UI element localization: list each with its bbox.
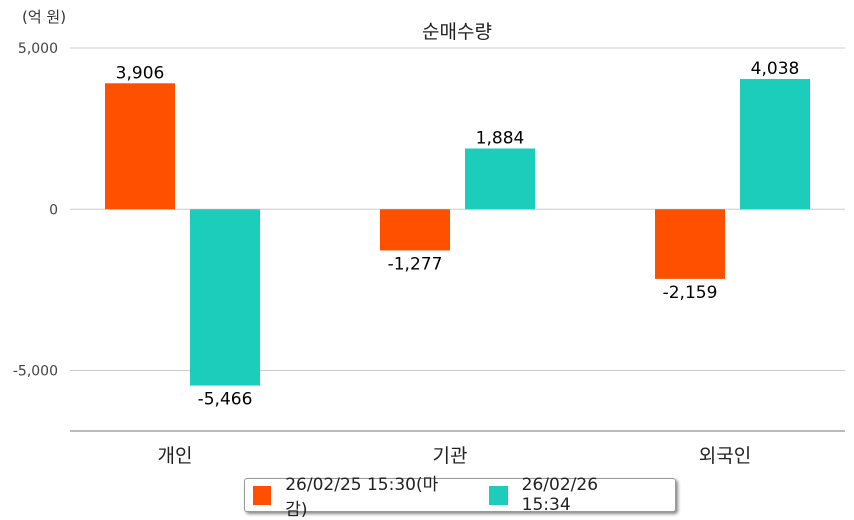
bar [105,83,175,210]
data-label: 3,906 [116,63,165,83]
y-tick-label: 5,000 [18,41,58,57]
legend: 26/02/25 15:30(마감) 26/02/26 15:34 [244,475,676,520]
legend-swatch [489,485,508,505]
legend-item-series-2[interactable]: 26/02/26 15:34 [489,475,647,515]
x-tick-label: 기관 [433,445,468,467]
bar [380,209,450,251]
chart-title: 순매수량 [422,21,492,43]
legend-label: 26/02/26 15:34 [521,475,599,515]
data-label: -2,159 [663,283,718,303]
legend-label: 26/02/25 15:30(마감) [285,475,439,520]
data-label: 4,038 [751,59,800,79]
legend-item-series-1[interactable]: 26/02/25 15:30(마감) [253,470,453,520]
bar [465,148,535,210]
x-tick-label: 개인 [158,445,193,467]
data-label: -1,277 [388,254,443,274]
unit-label: (억 원) [22,8,66,26]
bar [655,209,725,279]
data-label: 1,884 [476,128,525,148]
bar [190,209,260,386]
x-tick-label: 외국인 [699,445,751,467]
legend-swatch [253,485,272,505]
data-label: -5,466 [198,390,253,410]
y-tick-label: -5,000 [13,364,58,380]
y-tick-label: 0 [49,202,58,218]
bar [740,79,810,210]
